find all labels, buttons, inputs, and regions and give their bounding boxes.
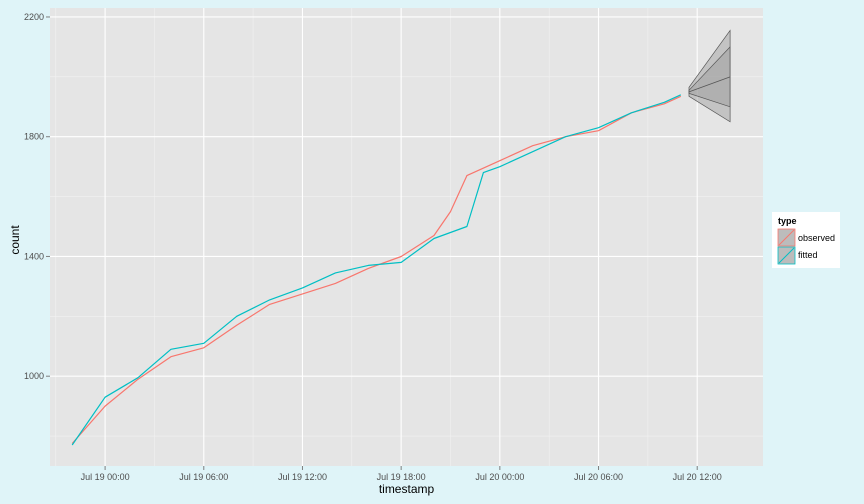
- forecast-band-80: [688, 46, 731, 108]
- series-layer: [71, 94, 682, 446]
- x-tick-label: Jul 20 00:00: [475, 472, 524, 482]
- legend-label-fitted: fitted: [798, 250, 818, 260]
- legend-key-observed: [777, 228, 796, 247]
- x-tick-label: Jul 19 12:00: [278, 472, 327, 482]
- x-tick-label: Jul 19 18:00: [377, 472, 426, 482]
- series-line-observed: [71, 95, 682, 444]
- legend: type observed fitted: [772, 212, 840, 268]
- y-tick-label: 1000: [24, 371, 44, 381]
- series-line-fitted: [71, 94, 682, 446]
- x-tick-label: Jul 19 00:00: [81, 472, 130, 482]
- legend-label-observed: observed: [798, 233, 835, 243]
- plot-panel: [50, 8, 763, 466]
- y-tick-label: 1800: [24, 132, 44, 142]
- x-tick-label: Jul 19 06:00: [179, 472, 228, 482]
- y-axis: 1000 1400 1800 2200: [24, 12, 50, 381]
- y-tick-label: 1400: [24, 251, 44, 261]
- x-tick-label: Jul 20 12:00: [673, 472, 722, 482]
- legend-title: type: [778, 216, 797, 226]
- forecast-layer: [688, 29, 731, 123]
- x-tick-label: Jul 20 06:00: [574, 472, 623, 482]
- y-tick-label: 2200: [24, 12, 44, 22]
- minor-grid: [50, 8, 763, 466]
- x-axis-title: timestamp: [379, 482, 435, 496]
- major-grid: [50, 8, 763, 466]
- x-axis: Jul 19 00:00 Jul 19 06:00 Jul 19 12:00 Jul …: [81, 466, 722, 482]
- y-axis-title: count: [8, 225, 22, 255]
- legend-key-fitted: [777, 246, 796, 265]
- forecast-mean-line: [688, 76, 731, 93]
